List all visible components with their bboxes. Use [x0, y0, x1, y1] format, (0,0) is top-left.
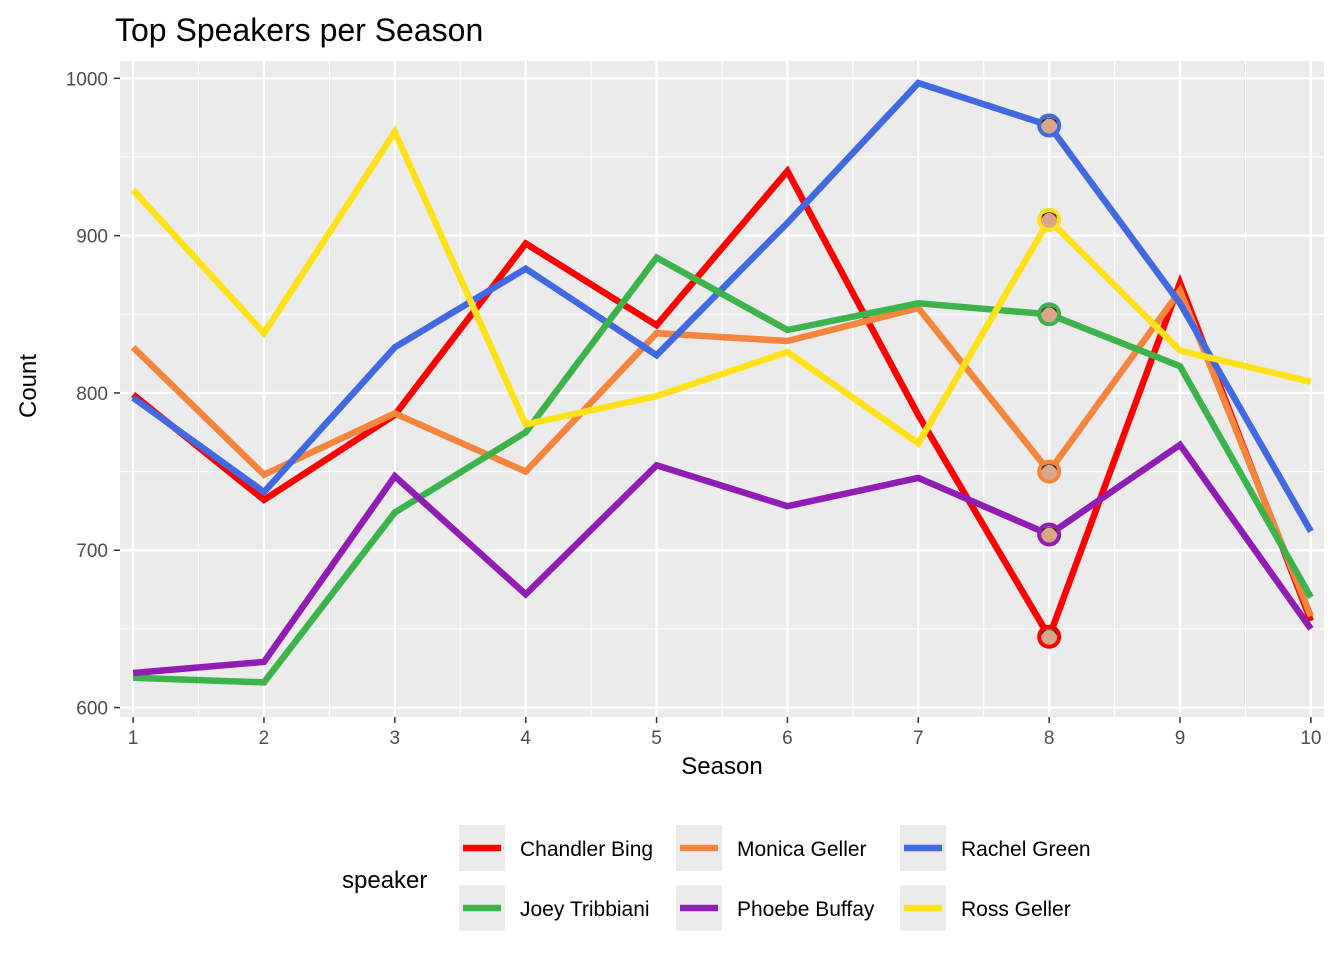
x-tick-label: 1: [128, 728, 139, 749]
avatar-marker: [1037, 459, 1062, 484]
x-tick-label: 4: [520, 728, 531, 749]
avatar-marker: [1037, 624, 1062, 649]
x-tick-label: 8: [1044, 728, 1055, 749]
legend-label: Monica Geller: [737, 838, 867, 861]
y-tick-label: 800: [76, 384, 108, 405]
legend-title: speaker: [342, 867, 427, 894]
x-tick-label: 9: [1175, 728, 1186, 749]
face-icon: [1041, 628, 1058, 645]
season-markers: [1037, 113, 1062, 649]
y-tick-label: 1000: [66, 69, 108, 90]
hair-icon: [1041, 117, 1058, 125]
face-icon: [1041, 463, 1058, 480]
avatar-marker: [1037, 522, 1062, 547]
series-line: [131, 165, 1314, 645]
avatar-marker: [1037, 302, 1062, 327]
y-axis-title: Count: [15, 354, 42, 418]
x-tick-label: 3: [390, 728, 401, 749]
x-axis-title: Season: [681, 753, 762, 780]
legend-label: Chandler Bing: [520, 838, 653, 861]
series-lines: [130, 79, 1314, 686]
hair-icon: [1041, 212, 1058, 219]
axes: 1 2 3 4 5 6 7 8 9 10 600 700 800 900 1000: [66, 69, 1322, 749]
x-tick-label: 2: [259, 728, 270, 749]
x-tick-label: 5: [651, 728, 662, 749]
legend-label: Joey Tribbiani: [520, 898, 650, 921]
x-tick-label: 10: [1300, 728, 1321, 749]
face-icon: [1041, 526, 1058, 543]
avatar-marker: [1037, 113, 1062, 138]
chart-title: Top Speakers per Season: [115, 12, 483, 48]
hair-icon: [1041, 527, 1058, 534]
legend-label: Rachel Green: [961, 838, 1091, 861]
series-line: [132, 253, 1314, 686]
x-tick-label: 7: [913, 728, 924, 749]
hair-icon: [1041, 306, 1058, 314]
y-tick-label: 600: [76, 699, 108, 720]
face-icon: [1041, 117, 1058, 134]
y-tick-label: 700: [76, 541, 108, 562]
series-line: [130, 125, 1312, 448]
hair-icon: [1041, 629, 1058, 636]
legend-label: Phoebe Buffay: [737, 898, 875, 921]
y-tick-label: 900: [76, 227, 108, 248]
grid-lines: [120, 61, 1324, 717]
avatar-marker: [1037, 207, 1062, 232]
legend-label: Ross Geller: [961, 898, 1071, 921]
series-line: [132, 440, 1314, 677]
x-tick-label: 6: [782, 728, 793, 749]
series-line: [130, 284, 1314, 618]
face-icon: [1041, 306, 1058, 323]
face-icon: [1041, 211, 1058, 228]
series-line: [131, 79, 1314, 534]
legend: speaker Chandler Bing Monica Geller Rachel…: [342, 825, 1091, 931]
hair-icon: [1041, 464, 1058, 471]
